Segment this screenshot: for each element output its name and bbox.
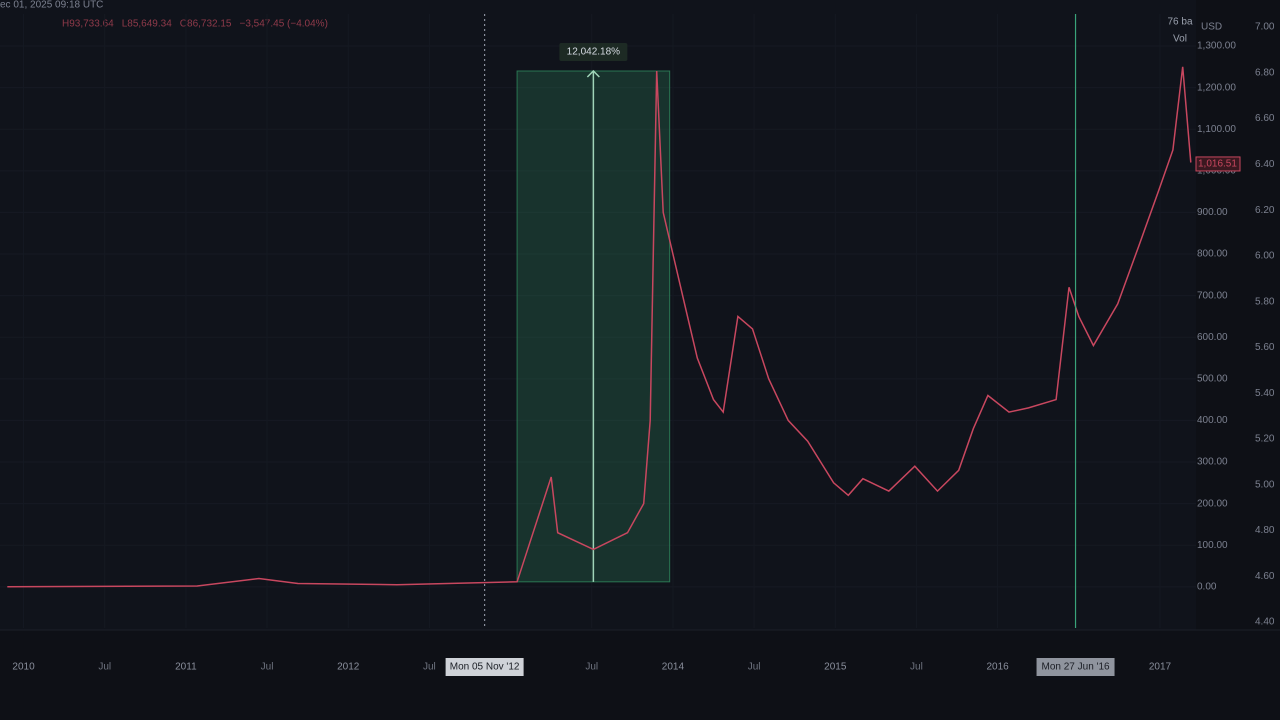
x-tick-label: 2016 xyxy=(986,662,1009,673)
y2-tick-label: 6.40 xyxy=(1255,159,1275,170)
marker-label-bg xyxy=(1036,658,1115,676)
y2-tick-label: 6.80 xyxy=(1255,67,1275,78)
x-tick-label: Jul xyxy=(910,662,923,673)
x-tick-label: Jul xyxy=(261,662,274,673)
y-tick-label: 300.00 xyxy=(1197,457,1228,468)
x-tick-label: Jul xyxy=(585,662,598,673)
ohlc-value: C86,732.15 xyxy=(180,19,232,30)
y-tick-label: 200.00 xyxy=(1197,498,1228,509)
x-tick-label: Jul xyxy=(98,662,111,673)
y-axis-label: USD xyxy=(1201,22,1222,33)
measure-arrow-head xyxy=(586,69,600,78)
y2-tick-label: 6.20 xyxy=(1255,205,1275,216)
y2-tick-label: 5.20 xyxy=(1255,434,1275,445)
x-tick-label: 2017 xyxy=(1149,662,1172,673)
y2-tick-label: 4.80 xyxy=(1255,525,1275,536)
x-tick-label: 2015 xyxy=(824,662,847,673)
marker-label-bg xyxy=(445,658,524,676)
y-tick-label: 800.00 xyxy=(1197,249,1228,260)
x-tick-label: 2014 xyxy=(662,662,685,673)
bars-label: 76 ba xyxy=(1167,17,1192,28)
y-tick-label: 100.00 xyxy=(1197,540,1228,551)
y2-tick-label: 5.80 xyxy=(1255,296,1275,307)
marker-label: Mon 05 Nov '12 xyxy=(450,662,520,673)
plot-area xyxy=(0,0,1196,630)
x-tick-label: Jul xyxy=(423,662,436,673)
y2-tick-label: 6.00 xyxy=(1255,251,1275,262)
ohlc-value: −3,547.45 (−4.04%) xyxy=(240,19,328,30)
y2-tick-label: 4.40 xyxy=(1255,617,1275,628)
x-tick-label: 2011 xyxy=(175,662,197,673)
y2-tick-label: 5.00 xyxy=(1255,479,1275,490)
y2-tick-label: 6.60 xyxy=(1255,113,1275,124)
measure-label-bg xyxy=(559,42,628,61)
ohlc-value: H93,733.64 xyxy=(62,19,114,30)
y2-tick-label: 5.60 xyxy=(1255,342,1275,353)
y-tick-label: 1,100.00 xyxy=(1197,124,1236,135)
price-line xyxy=(7,66,1192,588)
volume-label: Vol xyxy=(1173,34,1187,45)
y-tick-label: 700.00 xyxy=(1197,290,1228,301)
header-datetime: ec 01, 2025 09:18 UTC xyxy=(0,0,103,11)
last-price-bg xyxy=(1195,156,1241,172)
ohlc-value: L85,649.34 xyxy=(122,19,172,30)
y-tick-label: 1,300.00 xyxy=(1197,41,1236,52)
y2-tick-label: 5.40 xyxy=(1255,388,1275,399)
x-tick-label: 2010 xyxy=(12,662,35,673)
x-tick-label: 2012 xyxy=(337,662,360,673)
y-tick-label: 900.00 xyxy=(1197,207,1228,218)
y-tick-label: 0.00 xyxy=(1197,581,1217,592)
marker-label: Mon 27 Jun '16 xyxy=(1042,662,1111,673)
y-tick-label: 500.00 xyxy=(1197,373,1228,384)
last-price-label: 1,016.51 xyxy=(1198,159,1237,170)
y-tick-label: 600.00 xyxy=(1197,332,1228,343)
measure-label-group: 12,042.18% xyxy=(559,42,628,61)
y2-tick-label: 4.60 xyxy=(1255,571,1275,582)
measure-label: 12,042.18% xyxy=(567,47,620,58)
y-tick-label: 1,200.00 xyxy=(1197,82,1236,93)
y-tick-label: 400.00 xyxy=(1197,415,1228,426)
y2-tick-label: 7.00 xyxy=(1255,22,1275,33)
x-tick-label: Jul xyxy=(748,662,761,673)
